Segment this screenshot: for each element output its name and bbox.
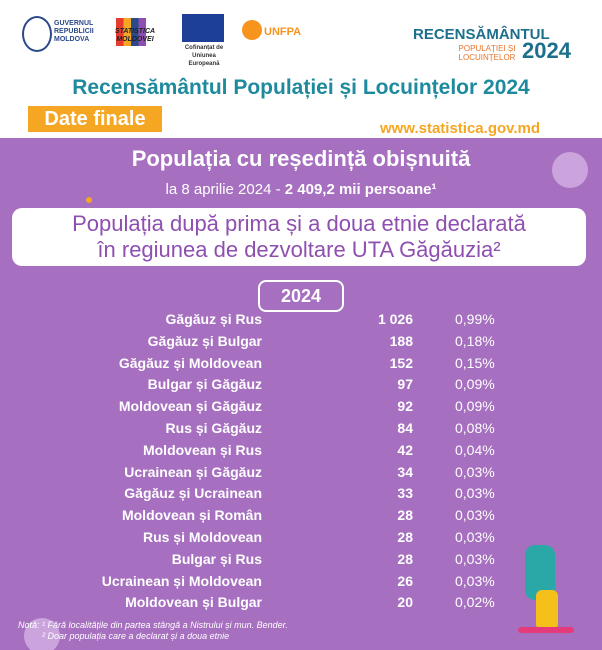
- date-text: la 8 aprilie 2024 -: [165, 181, 285, 198]
- percent: 0,09%: [455, 376, 495, 393]
- percent: 0,15%: [455, 354, 495, 371]
- table-row: Găgăuz și Bulgar 188 0,18%: [0, 333, 602, 353]
- table-row: Rus și Moldovean 28 0,03%: [0, 529, 602, 549]
- note: ² Doar populația care a declarat și a do…: [42, 631, 230, 641]
- year-box: 2024: [258, 280, 344, 312]
- percent: 0,03%: [455, 572, 495, 589]
- percent: 0,02%: [455, 594, 495, 611]
- percent: 0,03%: [455, 507, 495, 524]
- count: 20: [397, 594, 413, 611]
- logo-text: Cofinanțat de Uniunea Europeană: [184, 45, 224, 67]
- count: 97: [397, 376, 413, 393]
- ethnicity: Rus și Moldovean: [142, 529, 262, 545]
- count: 28: [397, 550, 413, 567]
- count: 1 026: [377, 311, 413, 327]
- stat-logo: [116, 18, 146, 46]
- percent: 0,03%: [455, 463, 495, 480]
- count: 188: [389, 332, 413, 349]
- ethnicity: Găgăuz și Rus: [165, 311, 262, 327]
- ethnicity: Moldovean și Găgăuz: [118, 398, 262, 415]
- census-logo-title: RECENSĂMÂNTUL: [413, 26, 550, 43]
- heading: Populația cu reședință obișnuită: [131, 146, 471, 171]
- deco-circle: [24, 618, 60, 650]
- table-row: Moldovean și Rus 42 0,04%: [0, 442, 602, 462]
- logo-text: STATISTICA MOLDOVEI: [114, 28, 156, 43]
- percent: 0,03%: [455, 529, 495, 545]
- emblem: [22, 16, 52, 52]
- percent: 0,04%: [455, 441, 495, 458]
- table-row: Găgăuz și Rus 1 026 0,99%: [0, 311, 602, 331]
- ethnicity: Ucrainean și Găgăuz: [124, 463, 262, 480]
- count: 34: [397, 463, 413, 480]
- table-row: Găgăuz și Moldovean 152 0,15%: [0, 355, 602, 375]
- table-row: Ucrainean și Găgăuz 34 0,03%: [0, 464, 602, 484]
- logo-text: UNFPA: [264, 26, 302, 38]
- count: 33: [397, 485, 413, 502]
- ethnicity: Ucrainean și Moldovean: [101, 572, 262, 589]
- count: 28: [397, 507, 413, 524]
- deco-dot: [86, 197, 92, 203]
- illustration: [536, 590, 558, 630]
- count: 42: [397, 441, 413, 458]
- ethnicity: Rus și Găgăuz: [165, 420, 262, 436]
- percent: 0,18%: [455, 332, 495, 349]
- percent: 0,03%: [455, 550, 495, 567]
- ethnicity: Moldovean și Bulgar: [125, 594, 262, 611]
- website: www.statistica.gov.md: [380, 120, 541, 137]
- subline: la 8 aprilie 2024 - 2 409,2 mii persoane…: [0, 181, 602, 198]
- ethnicity: Găgăuz și Ucrainean: [124, 485, 262, 502]
- table-row: Moldovean și Bulgar 20 0,02%: [0, 594, 602, 614]
- census-logo-subtitle: POPULAȚIEI ȘI LOCUINȚELOR: [458, 44, 516, 62]
- count: 26: [397, 572, 413, 589]
- ethnicity: Găgăuz și Bulgar: [147, 332, 262, 349]
- logo-text: GUVERNUL REPUBLICII MOLDOVA: [54, 20, 94, 43]
- unfpa-icon: [242, 20, 262, 40]
- title: Recensământul Populației și Locuințelor …: [72, 76, 530, 99]
- count: 28: [397, 529, 413, 545]
- census-logo-year: 2024: [522, 38, 571, 63]
- ethnicity: Bulgar și Găgăuz: [147, 376, 262, 393]
- ethnicity: Moldovean și Român: [121, 507, 262, 524]
- badge: Date finale: [28, 106, 162, 132]
- percent: 0,08%: [455, 420, 495, 436]
- percent: 0,99%: [455, 311, 495, 327]
- table-row: Rus și Găgăuz 84 0,08%: [0, 420, 602, 440]
- box-line: în regiunea de dezvoltare UTA Găgăuzia²: [97, 237, 501, 262]
- deco-circle: [552, 152, 588, 188]
- ethnicity: Găgăuz și Moldovean: [118, 354, 262, 371]
- table-row: Găgăuz și Ucrainean 33 0,03%: [0, 485, 602, 505]
- table-row: Moldovean și Găgăuz 92 0,09%: [0, 398, 602, 418]
- percent: 0,03%: [455, 485, 495, 502]
- ethnicity: Bulgar și Rus: [171, 550, 262, 567]
- skateboard: [518, 627, 574, 633]
- count: 92: [397, 398, 413, 415]
- table-row: Bulgar și Găgăuz 97 0,09%: [0, 376, 602, 396]
- subtitle-box: Populația după prima și a doua etnie dec…: [12, 208, 586, 266]
- note: Notă: ¹ Fără localitățile din partea stâ…: [18, 620, 288, 630]
- box-line: Populația după prima și a doua etnie dec…: [72, 211, 526, 236]
- ethnicity: Moldovean și Rus: [142, 441, 262, 458]
- total-text: 2 409,2 mii persoane¹: [284, 181, 437, 198]
- percent: 0,09%: [455, 398, 495, 415]
- table-row: Bulgar și Rus 28 0,03%: [0, 551, 602, 571]
- count: 84: [397, 420, 413, 436]
- count: 152: [389, 354, 413, 371]
- table-row: Ucrainean și Moldovean 26 0,03%: [0, 573, 602, 593]
- eu-flag: [182, 14, 224, 42]
- table-row: Moldovean și Român 28 0,03%: [0, 507, 602, 527]
